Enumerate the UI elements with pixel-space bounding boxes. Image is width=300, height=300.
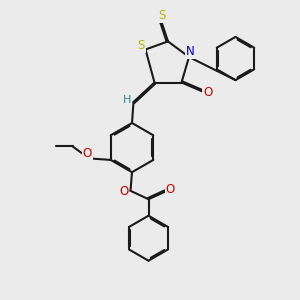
Text: S: S	[137, 39, 145, 52]
Text: O: O	[203, 86, 212, 100]
Text: O: O	[166, 183, 175, 196]
Text: O: O	[83, 147, 92, 161]
Text: S: S	[158, 9, 166, 22]
Text: O: O	[119, 184, 128, 198]
Text: H: H	[123, 94, 131, 105]
Text: N: N	[186, 45, 195, 58]
